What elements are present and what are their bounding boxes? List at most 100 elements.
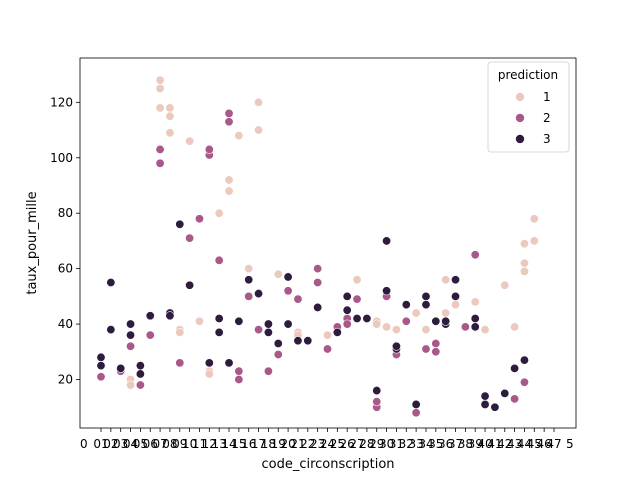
point-prediction-1 [234,131,244,141]
x-tick-label: 02 [103,437,118,451]
x-tick-label: 13 [212,437,227,451]
point-prediction-3 [135,361,145,371]
y-axis-label: taux_pour_mille [25,191,40,294]
point-prediction-3 [391,341,401,351]
point-prediction-1 [155,75,165,85]
point-prediction-2 [155,144,165,154]
point-prediction-1 [411,308,421,318]
point-prediction-2 [273,350,283,360]
point-prediction-1 [519,239,529,249]
point-prediction-2 [352,294,362,304]
x-tick-label: 35 [428,437,443,451]
point-prediction-3 [126,319,136,329]
legend-label-1: 1 [543,90,551,104]
y-axis-ticks: 20 40 60 80 100 120 [50,95,80,386]
point-prediction-3 [126,330,136,340]
point-prediction-2 [283,286,293,296]
point-prediction-3 [106,277,116,287]
x-tick-label: 14 [221,437,236,451]
plot-frame [79,57,577,429]
point-prediction-1 [204,369,214,379]
point-prediction-1 [500,280,510,290]
point-prediction-3 [145,311,155,321]
point-prediction-3 [263,319,273,329]
x-tick-label: 07 [152,437,167,451]
point-prediction-3 [106,325,116,335]
y-tick-label: 80 [58,206,73,220]
point-prediction-2 [421,344,431,354]
point-prediction-2 [96,372,106,382]
point-prediction-2 [322,344,332,354]
y-tick-label: 40 [58,317,73,331]
x-tick-label: 09 [172,437,187,451]
point-prediction-1 [322,330,332,340]
x-tick-label: 29 [369,437,384,451]
point-prediction-3 [214,327,224,337]
x-tick-label: 19 [271,437,286,451]
point-prediction-2 [313,264,323,274]
point-prediction-1 [519,266,529,276]
point-prediction-3 [411,399,421,409]
point-prediction-2 [411,408,421,418]
x-tick-label: 21 [290,437,305,451]
x-tick-label: 46 [537,437,552,451]
x-tick-label: 36 [438,437,453,451]
x-tick-label: 28 [359,437,374,451]
point-prediction-3 [470,314,480,324]
point-prediction-2 [135,380,145,390]
x-tick-label: 11 [192,437,207,451]
point-prediction-3 [421,291,431,301]
point-prediction-3 [480,391,490,401]
point-prediction-3 [451,291,461,301]
point-prediction-1 [165,111,175,121]
point-prediction-3 [204,358,214,368]
point-prediction-1 [224,186,234,196]
x-tick-label: 42 [497,437,512,451]
x-tick-label: 01 [93,437,108,451]
x-tick-label: 12 [202,437,217,451]
x-tick-label: 43 [507,437,522,451]
x-tick-label: 20 [280,437,295,451]
x-tick-label: 33 [408,437,423,451]
point-prediction-2 [519,377,529,387]
point-prediction-3 [490,402,500,412]
point-prediction-2 [155,158,165,168]
x-tick-label: 31 [389,437,404,451]
point-prediction-2 [313,277,323,287]
x-tick-label: 30 [379,437,394,451]
x-tick-label: 45 [527,437,542,451]
point-prediction-2 [224,117,234,127]
point-prediction-1 [273,269,283,279]
point-prediction-3 [382,236,392,246]
point-prediction-3 [352,314,362,324]
point-prediction-1 [480,325,490,335]
point-prediction-3 [293,336,303,346]
x-tick-label: 23 [310,437,325,451]
point-prediction-3 [116,363,126,373]
x-tick-label: 39 [468,437,483,451]
legend-marker-2 [515,113,525,123]
point-prediction-2 [224,108,234,118]
point-prediction-3 [135,369,145,379]
x-tick-labels: 0102030405060708091011121314151617181920… [93,437,561,451]
point-prediction-1 [510,322,520,332]
point-prediction-3 [313,302,323,312]
x-tick-label: 32 [399,437,414,451]
point-prediction-3 [283,319,293,329]
legend-title: prediction [498,68,558,82]
x-tick-label: 03 [113,437,128,451]
point-prediction-3 [185,280,195,290]
legend-box [487,61,570,153]
x-tick-label: 10 [182,437,197,451]
point-prediction-3 [431,316,441,326]
point-prediction-2 [372,397,382,407]
point-prediction-3 [382,286,392,296]
x-tick-label: 04 [123,437,138,451]
point-prediction-1 [391,325,401,335]
point-prediction-3 [480,399,490,409]
point-prediction-1 [126,380,136,390]
point-prediction-2 [126,341,136,351]
x-axis-label: code_circonscription [261,457,394,472]
x-tick-label: 24 [320,437,335,451]
point-prediction-1 [519,258,529,268]
